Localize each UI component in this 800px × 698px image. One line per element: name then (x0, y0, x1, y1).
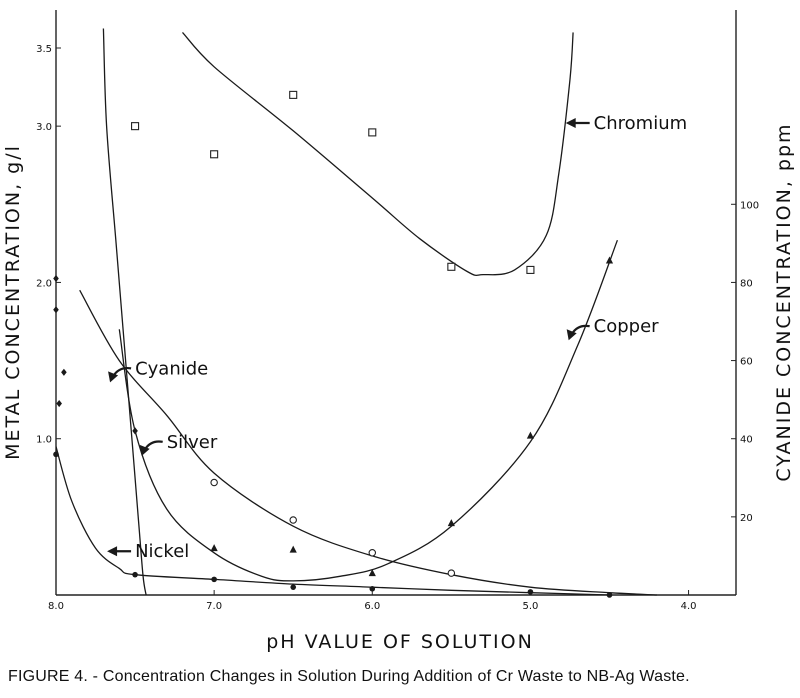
nickel-label-arrowhead (107, 546, 118, 557)
tick-group: 8.0 7.0 6.0 5.0 4.0 1.0 2.0 3.0 3.5 20 40 60 80 100 (36, 44, 759, 612)
copper-label-arrowhead (566, 329, 577, 341)
silver-series-label: Silver (167, 432, 218, 453)
cyanide-point (53, 274, 59, 283)
chromium-curve (182, 31, 574, 277)
figure-caption: FIGURE 4. - Concentration Changes in Sol… (8, 668, 690, 685)
chromium-point (447, 262, 456, 271)
marker-group (53, 90, 614, 598)
nickel-point (132, 571, 138, 578)
chromium-point (526, 265, 535, 274)
chromium-label-arrowhead (565, 118, 576, 129)
silver-point (447, 569, 456, 577)
copper-point (447, 519, 455, 527)
left-y-tick-label: 2.0 (36, 278, 52, 289)
cyanide-point (53, 306, 59, 314)
nickel-series-label: Nickel (135, 541, 189, 562)
silver-point (289, 516, 297, 524)
cyanide-point (132, 427, 138, 435)
nickel-point (369, 585, 376, 592)
axes (55, 10, 737, 596)
right-y-tick-label: 20 (740, 513, 753, 524)
cyanide-point (61, 368, 67, 376)
cyanide-curve (102, 28, 147, 596)
copper-series-label: Copper (594, 316, 660, 337)
copper-point (526, 431, 535, 439)
series-label-group: Chromium Copper Silver Nickel Cyanide (107, 113, 687, 562)
silver-point (368, 549, 377, 557)
chromium-point (131, 122, 140, 131)
nickel-point (53, 451, 59, 458)
right-y-tick-label: 80 (740, 278, 753, 289)
left-y-tick-label: 1.0 (36, 435, 52, 446)
x-tick-label: 6.0 (364, 601, 380, 612)
right-y-axis-title: CYANIDE CONCENTRATION, ppm (773, 122, 795, 481)
x-tick-label: 5.0 (522, 601, 538, 612)
right-y-tick-label: 60 (740, 357, 753, 368)
chromium-point (368, 128, 377, 137)
cyanide-point (56, 399, 62, 408)
right-y-tick-label: 40 (740, 435, 753, 446)
nickel-point (211, 576, 217, 583)
copper-point (368, 569, 376, 577)
cyanide-series-label: Cyanide (135, 358, 208, 379)
left-y-axis-title: METAL CONCENTRATION, g/l (2, 144, 24, 460)
left-y-tick-label: 3.0 (36, 122, 52, 133)
curve-group (56, 28, 657, 596)
x-tick-label: 7.0 (206, 601, 222, 612)
chart: 8.0 7.0 6.0 5.0 4.0 1.0 2.0 3.0 3.5 20 40 60 80 100 C… (2, 10, 795, 653)
nickel-point (290, 584, 297, 590)
right-y-tick-label: 100 (740, 200, 759, 211)
chromium-point (210, 150, 219, 159)
left-y-tick-label: 3.5 (36, 44, 52, 55)
nickel-point (527, 589, 534, 595)
copper-point (210, 544, 218, 552)
x-axis-title: pH VALUE OF SOLUTION (266, 631, 534, 653)
silver-curve (79, 289, 657, 596)
nickel-curve (56, 446, 610, 596)
silver-label-arrowhead (139, 444, 150, 456)
silver-point (210, 478, 218, 487)
x-tick-label: 4.0 (681, 601, 697, 612)
chromium-series-label: Chromium (594, 113, 687, 134)
nickel-point (606, 592, 613, 598)
chromium-point (289, 90, 298, 99)
x-tick-label: 8.0 (48, 601, 64, 612)
copper-point (605, 256, 614, 264)
copper-point (289, 545, 297, 553)
cyanide-label-arrowhead (108, 371, 119, 383)
copper-curve (118, 239, 619, 582)
